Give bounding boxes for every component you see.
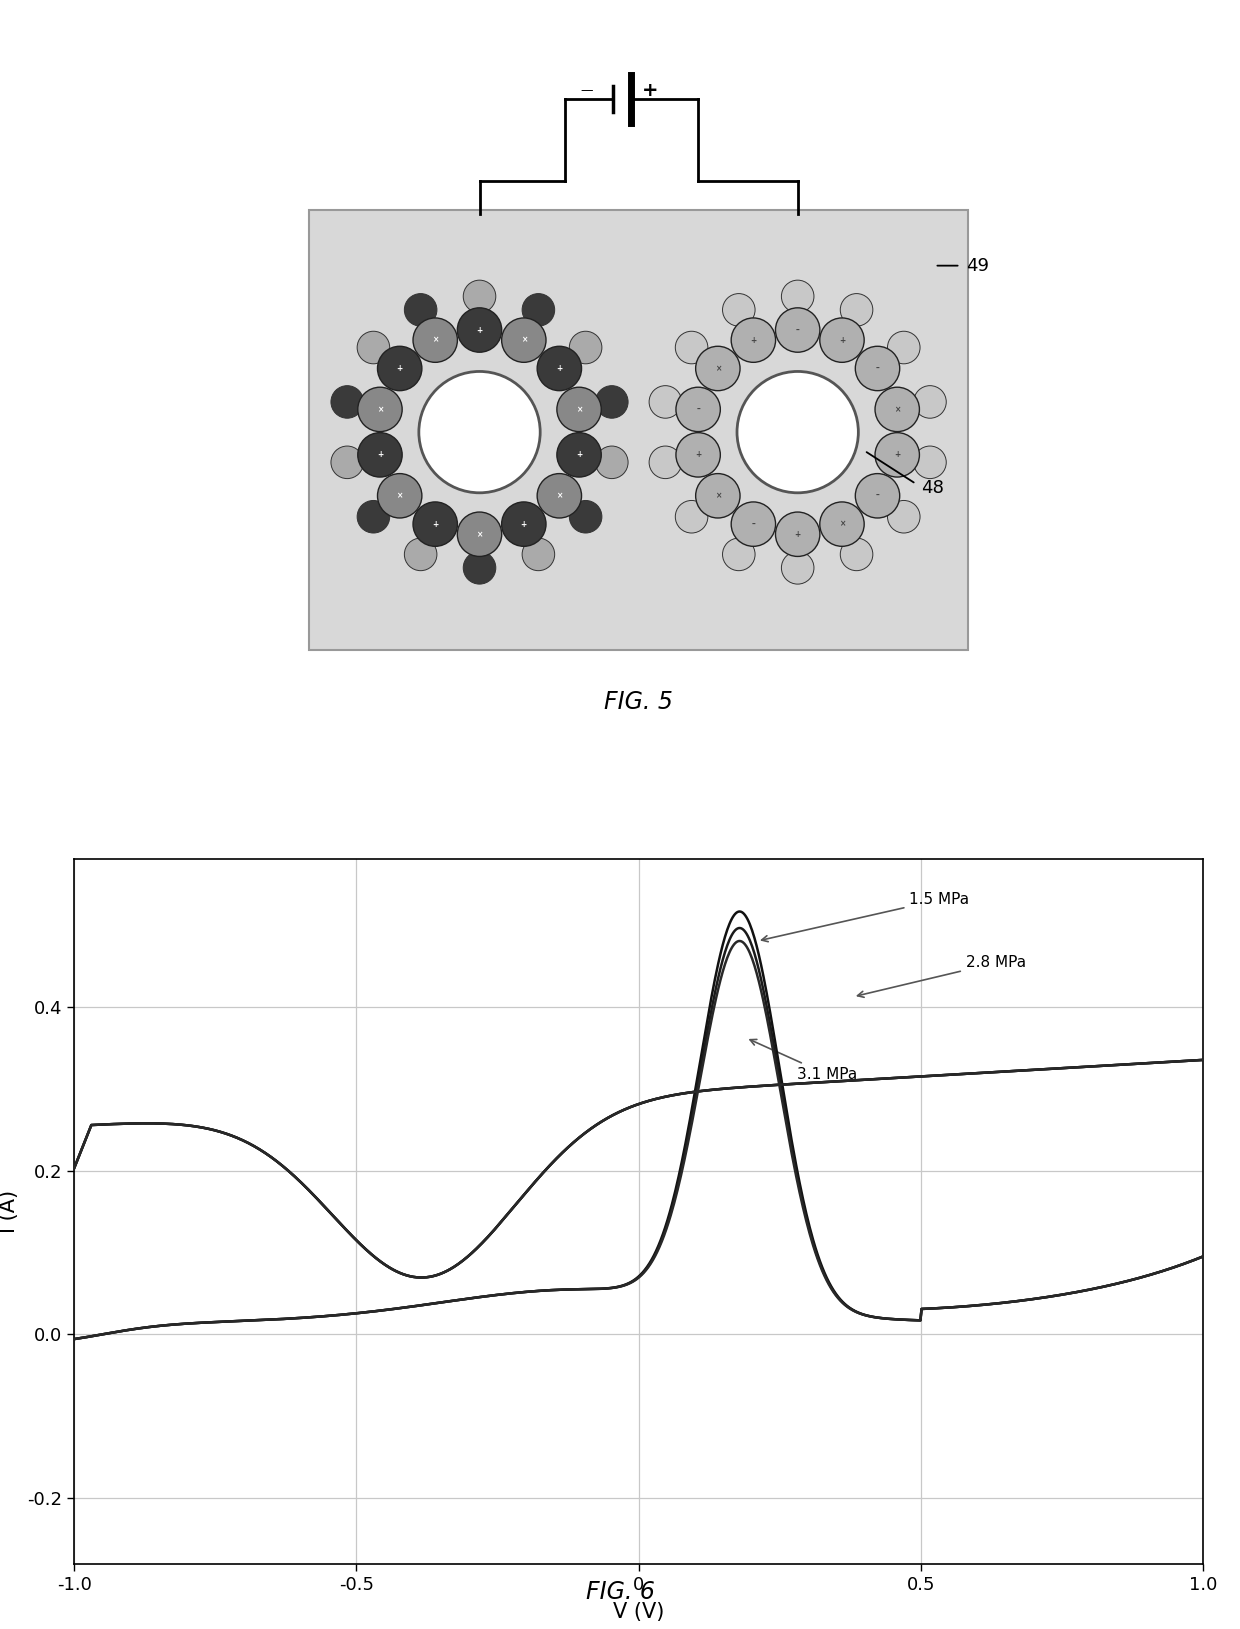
Circle shape xyxy=(781,280,813,313)
Circle shape xyxy=(732,318,775,362)
Text: ×: × xyxy=(432,336,439,345)
X-axis label: V (V): V (V) xyxy=(613,1601,665,1622)
Circle shape xyxy=(377,474,422,518)
Text: 2.8 MPa: 2.8 MPa xyxy=(858,955,1025,997)
Circle shape xyxy=(888,500,920,533)
Circle shape xyxy=(696,474,740,518)
Text: ×: × xyxy=(894,406,900,414)
Text: ×: × xyxy=(838,520,846,529)
Text: +: + xyxy=(575,450,583,459)
Circle shape xyxy=(775,308,820,352)
Text: 1.5 MPa: 1.5 MPa xyxy=(761,893,970,942)
Text: ×: × xyxy=(521,336,527,345)
Circle shape xyxy=(914,386,946,419)
Text: –: – xyxy=(875,363,879,373)
Circle shape xyxy=(464,552,496,585)
Circle shape xyxy=(732,502,775,546)
Circle shape xyxy=(781,552,813,585)
Circle shape xyxy=(723,538,755,570)
Text: 49: 49 xyxy=(966,257,988,275)
Circle shape xyxy=(331,446,363,479)
Circle shape xyxy=(413,318,458,362)
Text: ×: × xyxy=(714,492,720,500)
Text: +: + xyxy=(750,336,756,345)
Circle shape xyxy=(537,347,582,391)
Circle shape xyxy=(723,293,755,326)
Text: ×: × xyxy=(397,492,403,500)
Circle shape xyxy=(595,446,629,479)
Circle shape xyxy=(358,388,402,432)
Circle shape xyxy=(502,502,546,546)
Circle shape xyxy=(856,474,900,518)
Text: +: + xyxy=(838,336,846,345)
Y-axis label: I (A): I (A) xyxy=(0,1189,20,1233)
Text: FIG. 5: FIG. 5 xyxy=(604,691,673,714)
Text: FIG. 6: FIG. 6 xyxy=(585,1580,655,1603)
Circle shape xyxy=(502,318,546,362)
Circle shape xyxy=(537,474,582,518)
Circle shape xyxy=(358,433,402,477)
Text: +: + xyxy=(377,450,383,459)
Circle shape xyxy=(676,500,708,533)
Text: +: + xyxy=(476,326,482,334)
Circle shape xyxy=(737,371,858,494)
Circle shape xyxy=(557,388,601,432)
Text: +: + xyxy=(521,520,527,529)
Text: –: – xyxy=(875,492,879,500)
Text: +: + xyxy=(641,81,658,99)
Circle shape xyxy=(569,331,601,363)
Circle shape xyxy=(595,386,629,419)
Circle shape xyxy=(841,538,873,570)
Circle shape xyxy=(856,347,900,391)
Text: ×: × xyxy=(476,529,482,539)
Circle shape xyxy=(357,500,389,533)
Circle shape xyxy=(569,500,601,533)
Circle shape xyxy=(696,347,740,391)
Circle shape xyxy=(458,308,502,352)
Circle shape xyxy=(522,538,554,570)
Circle shape xyxy=(413,502,458,546)
Text: ×: × xyxy=(377,406,383,414)
Text: 48: 48 xyxy=(921,479,944,497)
Circle shape xyxy=(649,446,682,479)
Text: +: + xyxy=(894,450,900,459)
Circle shape xyxy=(820,502,864,546)
Text: —: — xyxy=(580,83,593,96)
Circle shape xyxy=(676,433,720,477)
Text: +: + xyxy=(795,529,801,539)
Circle shape xyxy=(458,512,502,557)
Text: ×: × xyxy=(557,492,563,500)
Bar xyxy=(309,210,968,650)
Circle shape xyxy=(404,293,436,326)
Text: –: – xyxy=(696,406,701,414)
Circle shape xyxy=(377,347,422,391)
Circle shape xyxy=(464,280,496,313)
Circle shape xyxy=(557,433,601,477)
Circle shape xyxy=(676,331,708,363)
Circle shape xyxy=(841,293,873,326)
Circle shape xyxy=(775,512,820,557)
Circle shape xyxy=(914,446,946,479)
Text: –: – xyxy=(796,326,800,334)
Text: ×: × xyxy=(575,406,583,414)
Circle shape xyxy=(522,293,554,326)
Text: –: – xyxy=(751,520,755,529)
Text: +: + xyxy=(397,363,403,373)
Circle shape xyxy=(888,331,920,363)
Circle shape xyxy=(875,433,919,477)
Circle shape xyxy=(820,318,864,362)
Text: +: + xyxy=(432,520,439,529)
Circle shape xyxy=(357,331,389,363)
Text: +: + xyxy=(694,450,702,459)
Circle shape xyxy=(419,371,541,494)
Circle shape xyxy=(404,538,436,570)
Text: ×: × xyxy=(714,363,720,373)
Circle shape xyxy=(875,388,919,432)
Text: +: + xyxy=(557,363,563,373)
Circle shape xyxy=(331,386,363,419)
Text: 3.1 MPa: 3.1 MPa xyxy=(750,1039,857,1082)
Circle shape xyxy=(649,386,682,419)
Circle shape xyxy=(676,388,720,432)
